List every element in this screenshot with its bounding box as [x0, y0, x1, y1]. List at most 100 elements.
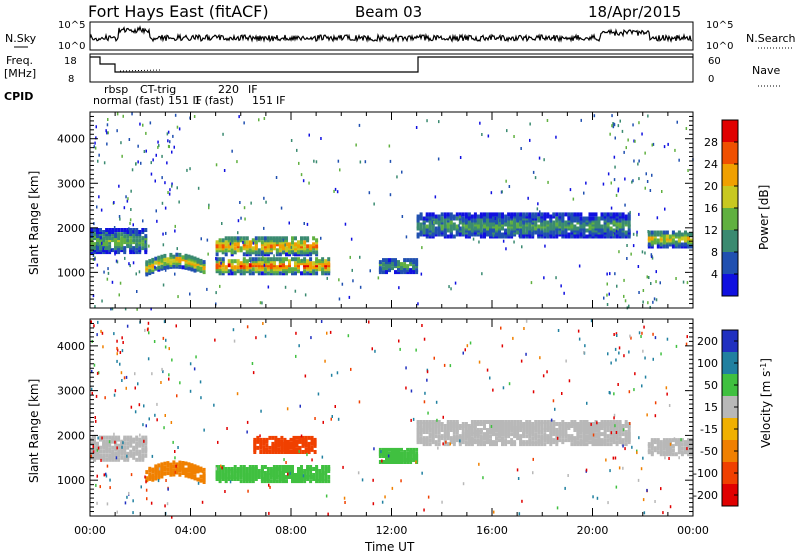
- echo-cell: [585, 442, 589, 447]
- noise-cell: [150, 161, 152, 165]
- noise-cell: [102, 345, 104, 349]
- noise-cell: [427, 495, 430, 499]
- echo-cell: [684, 440, 687, 445]
- colorbar-swatch: [722, 208, 738, 231]
- noise-cell: [101, 331, 104, 335]
- echo-cell: [406, 258, 410, 263]
- echo-cell: [437, 442, 441, 447]
- echo-cell: [492, 420, 495, 424]
- echo-cell: [306, 465, 310, 469]
- echo-cell: [534, 214, 538, 219]
- echo-cell: [653, 438, 657, 443]
- echo-cell: [561, 214, 565, 219]
- echo-cell: [486, 214, 489, 219]
- echo-cell: [315, 473, 319, 477]
- noise-cell: [358, 123, 361, 127]
- echo-cell: [546, 220, 550, 225]
- echo-cell: [428, 224, 432, 229]
- echo-cell: [653, 238, 657, 243]
- echo-cell: [674, 452, 678, 457]
- echo-cell: [263, 236, 267, 241]
- echo-cell: [516, 222, 520, 227]
- noise-cell: [298, 344, 300, 348]
- noise-cell: [520, 359, 523, 363]
- echo-cell: [282, 465, 285, 469]
- echo-cell: [233, 271, 237, 276]
- echo-cell: [437, 232, 441, 237]
- noise-cell: [508, 185, 511, 188]
- echo-cell: [400, 447, 403, 452]
- echo-cell: [687, 452, 690, 457]
- noise-cell: [142, 423, 144, 427]
- echo-cell: [501, 226, 504, 231]
- noise-cell: [126, 495, 128, 499]
- noise-cell: [280, 206, 283, 210]
- echo-cell: [543, 228, 547, 233]
- noise-cell: [387, 454, 390, 458]
- colorbar-tick-label: 20: [704, 180, 718, 193]
- echo-cell: [576, 218, 580, 223]
- echo-cell: [105, 240, 109, 245]
- echo-cell: [254, 257, 258, 262]
- echo-cell: [495, 428, 498, 432]
- echo-cell: [510, 432, 514, 437]
- echo-cell: [141, 447, 145, 452]
- noise-cell: [434, 195, 437, 199]
- echo-cell: [178, 472, 182, 477]
- noise-cell: [396, 175, 398, 179]
- noise-cell: [632, 244, 635, 248]
- echo-cell: [489, 232, 492, 237]
- noise-cell: [435, 400, 438, 404]
- noise-cell: [580, 118, 582, 122]
- echo-cell: [144, 242, 148, 247]
- colorbar-tick-label: -100: [693, 467, 718, 480]
- echo-cell: [245, 479, 249, 484]
- echo-cell: [378, 260, 382, 265]
- echo-cell: [391, 450, 394, 454]
- echo-cell: [416, 432, 420, 437]
- echo-cell: [313, 450, 317, 454]
- noise-cell: [173, 145, 175, 149]
- echo-cell: [301, 435, 305, 440]
- echo-cell: [603, 438, 607, 443]
- echo-cell: [443, 424, 447, 428]
- echo-cell: [443, 214, 447, 219]
- noise-cell: [333, 189, 335, 193]
- noise-cell: [647, 301, 649, 305]
- echo-cell: [297, 471, 300, 475]
- echo-cell: [382, 266, 385, 271]
- echo-cell: [141, 435, 145, 440]
- noise-cell: [537, 202, 539, 206]
- echo-cell: [227, 271, 231, 276]
- echo-cell: [486, 428, 489, 432]
- echo-cell: [591, 216, 595, 221]
- noise-cell: [518, 512, 521, 516]
- noise-cell: [124, 307, 127, 311]
- echo-cell: [483, 214, 486, 219]
- echo-cell: [537, 438, 541, 443]
- echo-cell: [285, 236, 288, 241]
- noise-cell: [259, 434, 261, 438]
- noise-cell: [546, 119, 549, 122]
- noise-cell: [438, 120, 440, 124]
- noise-cell: [243, 206, 246, 210]
- noise-cell: [241, 238, 243, 242]
- echo-cell: [543, 442, 547, 447]
- noise-cell: [389, 193, 392, 197]
- echo-cell: [531, 436, 535, 441]
- echo-cell: [513, 432, 517, 437]
- noise-cell: [377, 276, 380, 280]
- noise-cell: [640, 467, 643, 471]
- echo-cell: [621, 220, 625, 225]
- noise-cell: [275, 176, 278, 179]
- noise-cell: [160, 381, 162, 384]
- echo-cell: [513, 212, 517, 217]
- noise-cell: [125, 195, 127, 199]
- freq-label: Freq.: [6, 54, 33, 67]
- noise-cell: [605, 458, 607, 462]
- noise-cell: [134, 386, 136, 390]
- echo-cell: [540, 426, 544, 430]
- echo-cell: [618, 214, 622, 219]
- noise-cell: [167, 130, 170, 134]
